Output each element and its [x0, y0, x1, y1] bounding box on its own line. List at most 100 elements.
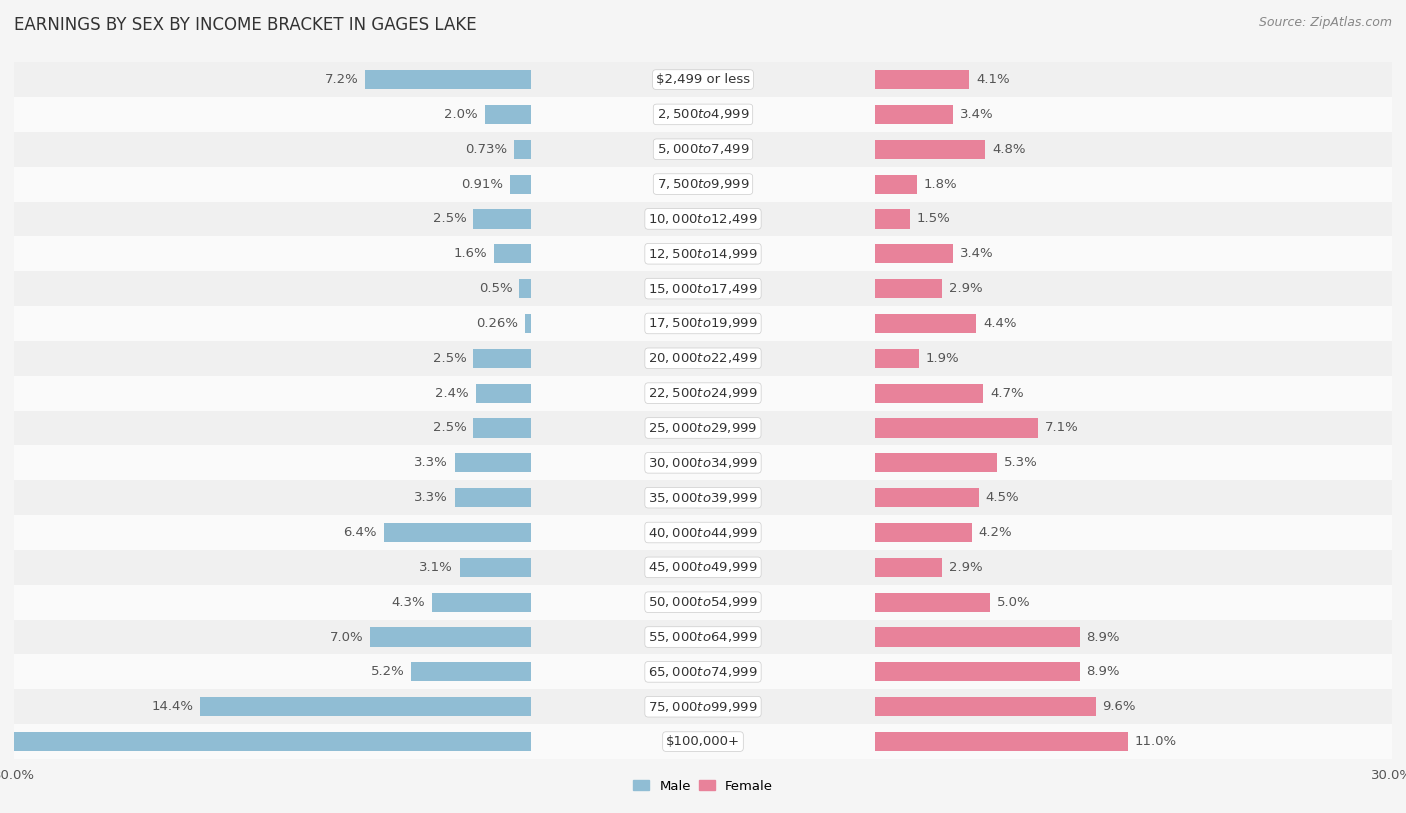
Text: $22,500 to $24,999: $22,500 to $24,999 [648, 386, 758, 400]
Bar [0, 480, 1406, 515]
Bar [875, 523, 972, 542]
Text: $12,500 to $14,999: $12,500 to $14,999 [648, 247, 758, 261]
Text: $65,000 to $74,999: $65,000 to $74,999 [648, 665, 758, 679]
Bar [200, 698, 531, 716]
Bar [0, 237, 1406, 272]
Text: $17,500 to $19,999: $17,500 to $19,999 [648, 316, 758, 330]
Bar [494, 244, 531, 263]
Bar [875, 105, 953, 124]
Text: $20,000 to $22,499: $20,000 to $22,499 [648, 351, 758, 365]
Text: 6.4%: 6.4% [343, 526, 377, 539]
Text: $75,000 to $99,999: $75,000 to $99,999 [648, 700, 758, 714]
Bar [0, 97, 1406, 132]
Text: 4.2%: 4.2% [979, 526, 1012, 539]
Text: 2.5%: 2.5% [433, 212, 467, 225]
Bar [0, 585, 1406, 620]
Text: $40,000 to $44,999: $40,000 to $44,999 [648, 525, 758, 540]
Text: 7.1%: 7.1% [1045, 421, 1078, 434]
Legend: Male, Female: Male, Female [628, 776, 778, 797]
Bar [474, 209, 531, 228]
Text: 0.26%: 0.26% [475, 317, 517, 330]
Text: $15,000 to $17,499: $15,000 to $17,499 [648, 281, 758, 296]
Bar [0, 724, 1406, 759]
Text: 4.8%: 4.8% [993, 143, 1026, 156]
Bar [875, 698, 1095, 716]
Text: 1.9%: 1.9% [925, 352, 959, 365]
Bar [0, 306, 1406, 341]
Bar [510, 175, 531, 193]
Bar [875, 279, 942, 298]
Text: 8.9%: 8.9% [1087, 665, 1121, 678]
Text: 4.4%: 4.4% [983, 317, 1017, 330]
Text: 4.5%: 4.5% [986, 491, 1019, 504]
Bar [875, 663, 1080, 681]
Bar [485, 105, 531, 124]
Bar [412, 663, 531, 681]
Bar [519, 279, 531, 298]
Bar [875, 732, 1128, 751]
Bar [875, 244, 953, 263]
Text: $10,000 to $12,499: $10,000 to $12,499 [648, 212, 758, 226]
Text: 3.3%: 3.3% [415, 456, 449, 469]
Bar [875, 175, 917, 193]
Bar [0, 515, 1406, 550]
Text: 11.0%: 11.0% [1135, 735, 1177, 748]
Text: 3.3%: 3.3% [415, 491, 449, 504]
Text: 7.0%: 7.0% [329, 631, 363, 644]
Bar [0, 446, 1406, 480]
Text: $35,000 to $39,999: $35,000 to $39,999 [648, 491, 758, 505]
Text: 2.0%: 2.0% [444, 108, 478, 121]
Bar [456, 488, 531, 507]
Text: $2,500 to $4,999: $2,500 to $4,999 [657, 107, 749, 121]
Text: 2.4%: 2.4% [434, 387, 468, 400]
Bar [0, 341, 1406, 376]
Text: $55,000 to $64,999: $55,000 to $64,999 [648, 630, 758, 644]
Text: 4.3%: 4.3% [391, 596, 425, 609]
Text: 8.9%: 8.9% [1087, 631, 1121, 644]
Text: $30,000 to $34,999: $30,000 to $34,999 [648, 456, 758, 470]
Bar [0, 620, 1406, 654]
Text: 14.4%: 14.4% [152, 700, 193, 713]
Bar [524, 314, 531, 333]
Bar [0, 376, 1406, 411]
Bar [0, 167, 1406, 202]
Bar [0, 732, 530, 751]
Text: $2,499 or less: $2,499 or less [657, 73, 749, 86]
Text: 3.4%: 3.4% [960, 247, 994, 260]
Text: $25,000 to $29,999: $25,000 to $29,999 [648, 421, 758, 435]
Bar [474, 349, 531, 367]
Text: $45,000 to $49,999: $45,000 to $49,999 [648, 560, 758, 574]
Text: 5.3%: 5.3% [1004, 456, 1038, 469]
Bar [875, 593, 990, 611]
Text: 4.7%: 4.7% [990, 387, 1024, 400]
Bar [875, 628, 1080, 646]
Text: $7,500 to $9,999: $7,500 to $9,999 [657, 177, 749, 191]
Text: 5.0%: 5.0% [997, 596, 1031, 609]
Bar [460, 558, 531, 577]
Bar [875, 209, 910, 228]
Text: 3.4%: 3.4% [960, 108, 994, 121]
Bar [875, 454, 997, 472]
Bar [0, 550, 1406, 585]
Bar [366, 70, 531, 89]
Bar [432, 593, 531, 611]
Text: 1.6%: 1.6% [454, 247, 486, 260]
Bar [456, 454, 531, 472]
Bar [475, 384, 531, 402]
Text: 4.1%: 4.1% [976, 73, 1010, 86]
Bar [875, 488, 979, 507]
Text: 2.9%: 2.9% [949, 282, 983, 295]
Text: 0.73%: 0.73% [465, 143, 508, 156]
Bar [875, 419, 1038, 437]
Text: Source: ZipAtlas.com: Source: ZipAtlas.com [1258, 16, 1392, 29]
Bar [0, 272, 1406, 306]
Bar [474, 419, 531, 437]
Bar [875, 140, 986, 159]
Bar [0, 132, 1406, 167]
Text: 1.5%: 1.5% [917, 212, 950, 225]
Text: 9.6%: 9.6% [1102, 700, 1136, 713]
Bar [0, 654, 1406, 689]
Text: 0.91%: 0.91% [461, 177, 503, 190]
Text: $5,000 to $7,499: $5,000 to $7,499 [657, 142, 749, 156]
Bar [0, 202, 1406, 237]
